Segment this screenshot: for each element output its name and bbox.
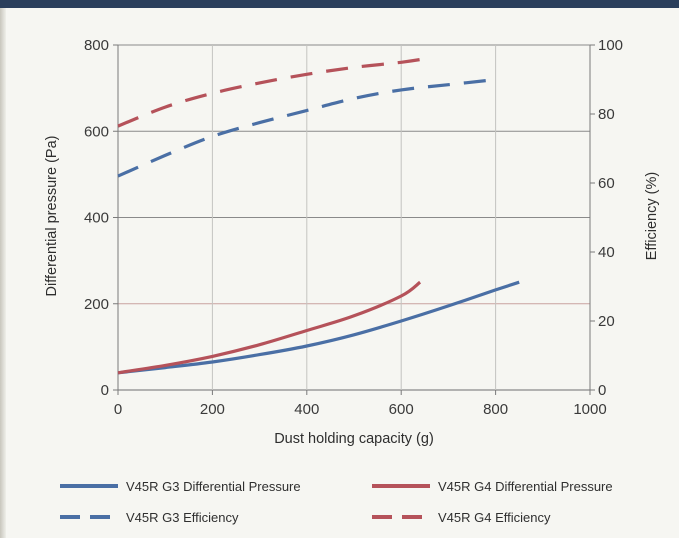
left-edge-shadow (0, 8, 6, 538)
series-line-1 (117, 280, 422, 375)
top-border-strip (0, 0, 679, 8)
legend-label: V45R G3 Efficiency (126, 509, 239, 525)
x-tick-label: 800 (483, 401, 508, 418)
y-tick-label: 600 (84, 123, 109, 140)
grid-layer (118, 44, 591, 391)
axis-layer (113, 44, 595, 395)
legend-swatch (372, 515, 430, 519)
series-layer (117, 57, 520, 375)
y-tick-label: 200 (84, 296, 109, 313)
x-axis-title: Dust holding capacity (g) (274, 431, 434, 447)
y-tick-label: 800 (84, 37, 109, 54)
legend-item: V45R G3 Differential Pressure (58, 474, 301, 498)
legend-label: V45R G4 Efficiency (438, 509, 551, 525)
legend-label: V45R G4 Differential Pressure (438, 478, 613, 494)
legend-swatch (372, 484, 430, 488)
legend-item: V45R G4 Differential Pressure (370, 474, 613, 498)
y2-axis-title: Efficiency (%) (644, 172, 660, 260)
x-tick-label: 1000 (573, 401, 606, 418)
legend: V45R G3 Differential Pressure V45R G4 Dif… (40, 474, 670, 534)
y-tick-label: 0 (101, 382, 109, 399)
y2-tick-label: 40 (598, 244, 615, 261)
y2-tick-label: 80 (598, 106, 615, 123)
legend-swatch (60, 484, 118, 488)
legend-swatch (60, 515, 118, 519)
y2-tick-label: 100 (598, 37, 623, 54)
y-axis-title: Differential pressure (Pa) (44, 136, 60, 297)
x-tick-label: 600 (389, 401, 414, 418)
y2-tick-label: 20 (598, 313, 615, 330)
series-line-3 (117, 57, 426, 128)
x-tick-label: 400 (294, 401, 319, 418)
legend-item: V45R G4 Efficiency (370, 505, 550, 529)
x-tick-label: 0 (114, 401, 122, 418)
series-line-0 (117, 280, 520, 375)
y2-tick-label: 60 (598, 175, 615, 192)
series-line-2 (117, 77, 496, 178)
y2-tick-label: 0 (598, 382, 606, 399)
y-tick-label: 400 (84, 210, 109, 227)
legend-label: V45R G3 Differential Pressure (126, 478, 301, 494)
x-tick-label: 200 (200, 401, 225, 418)
legend-item: V45R G3 Efficiency (58, 505, 238, 529)
